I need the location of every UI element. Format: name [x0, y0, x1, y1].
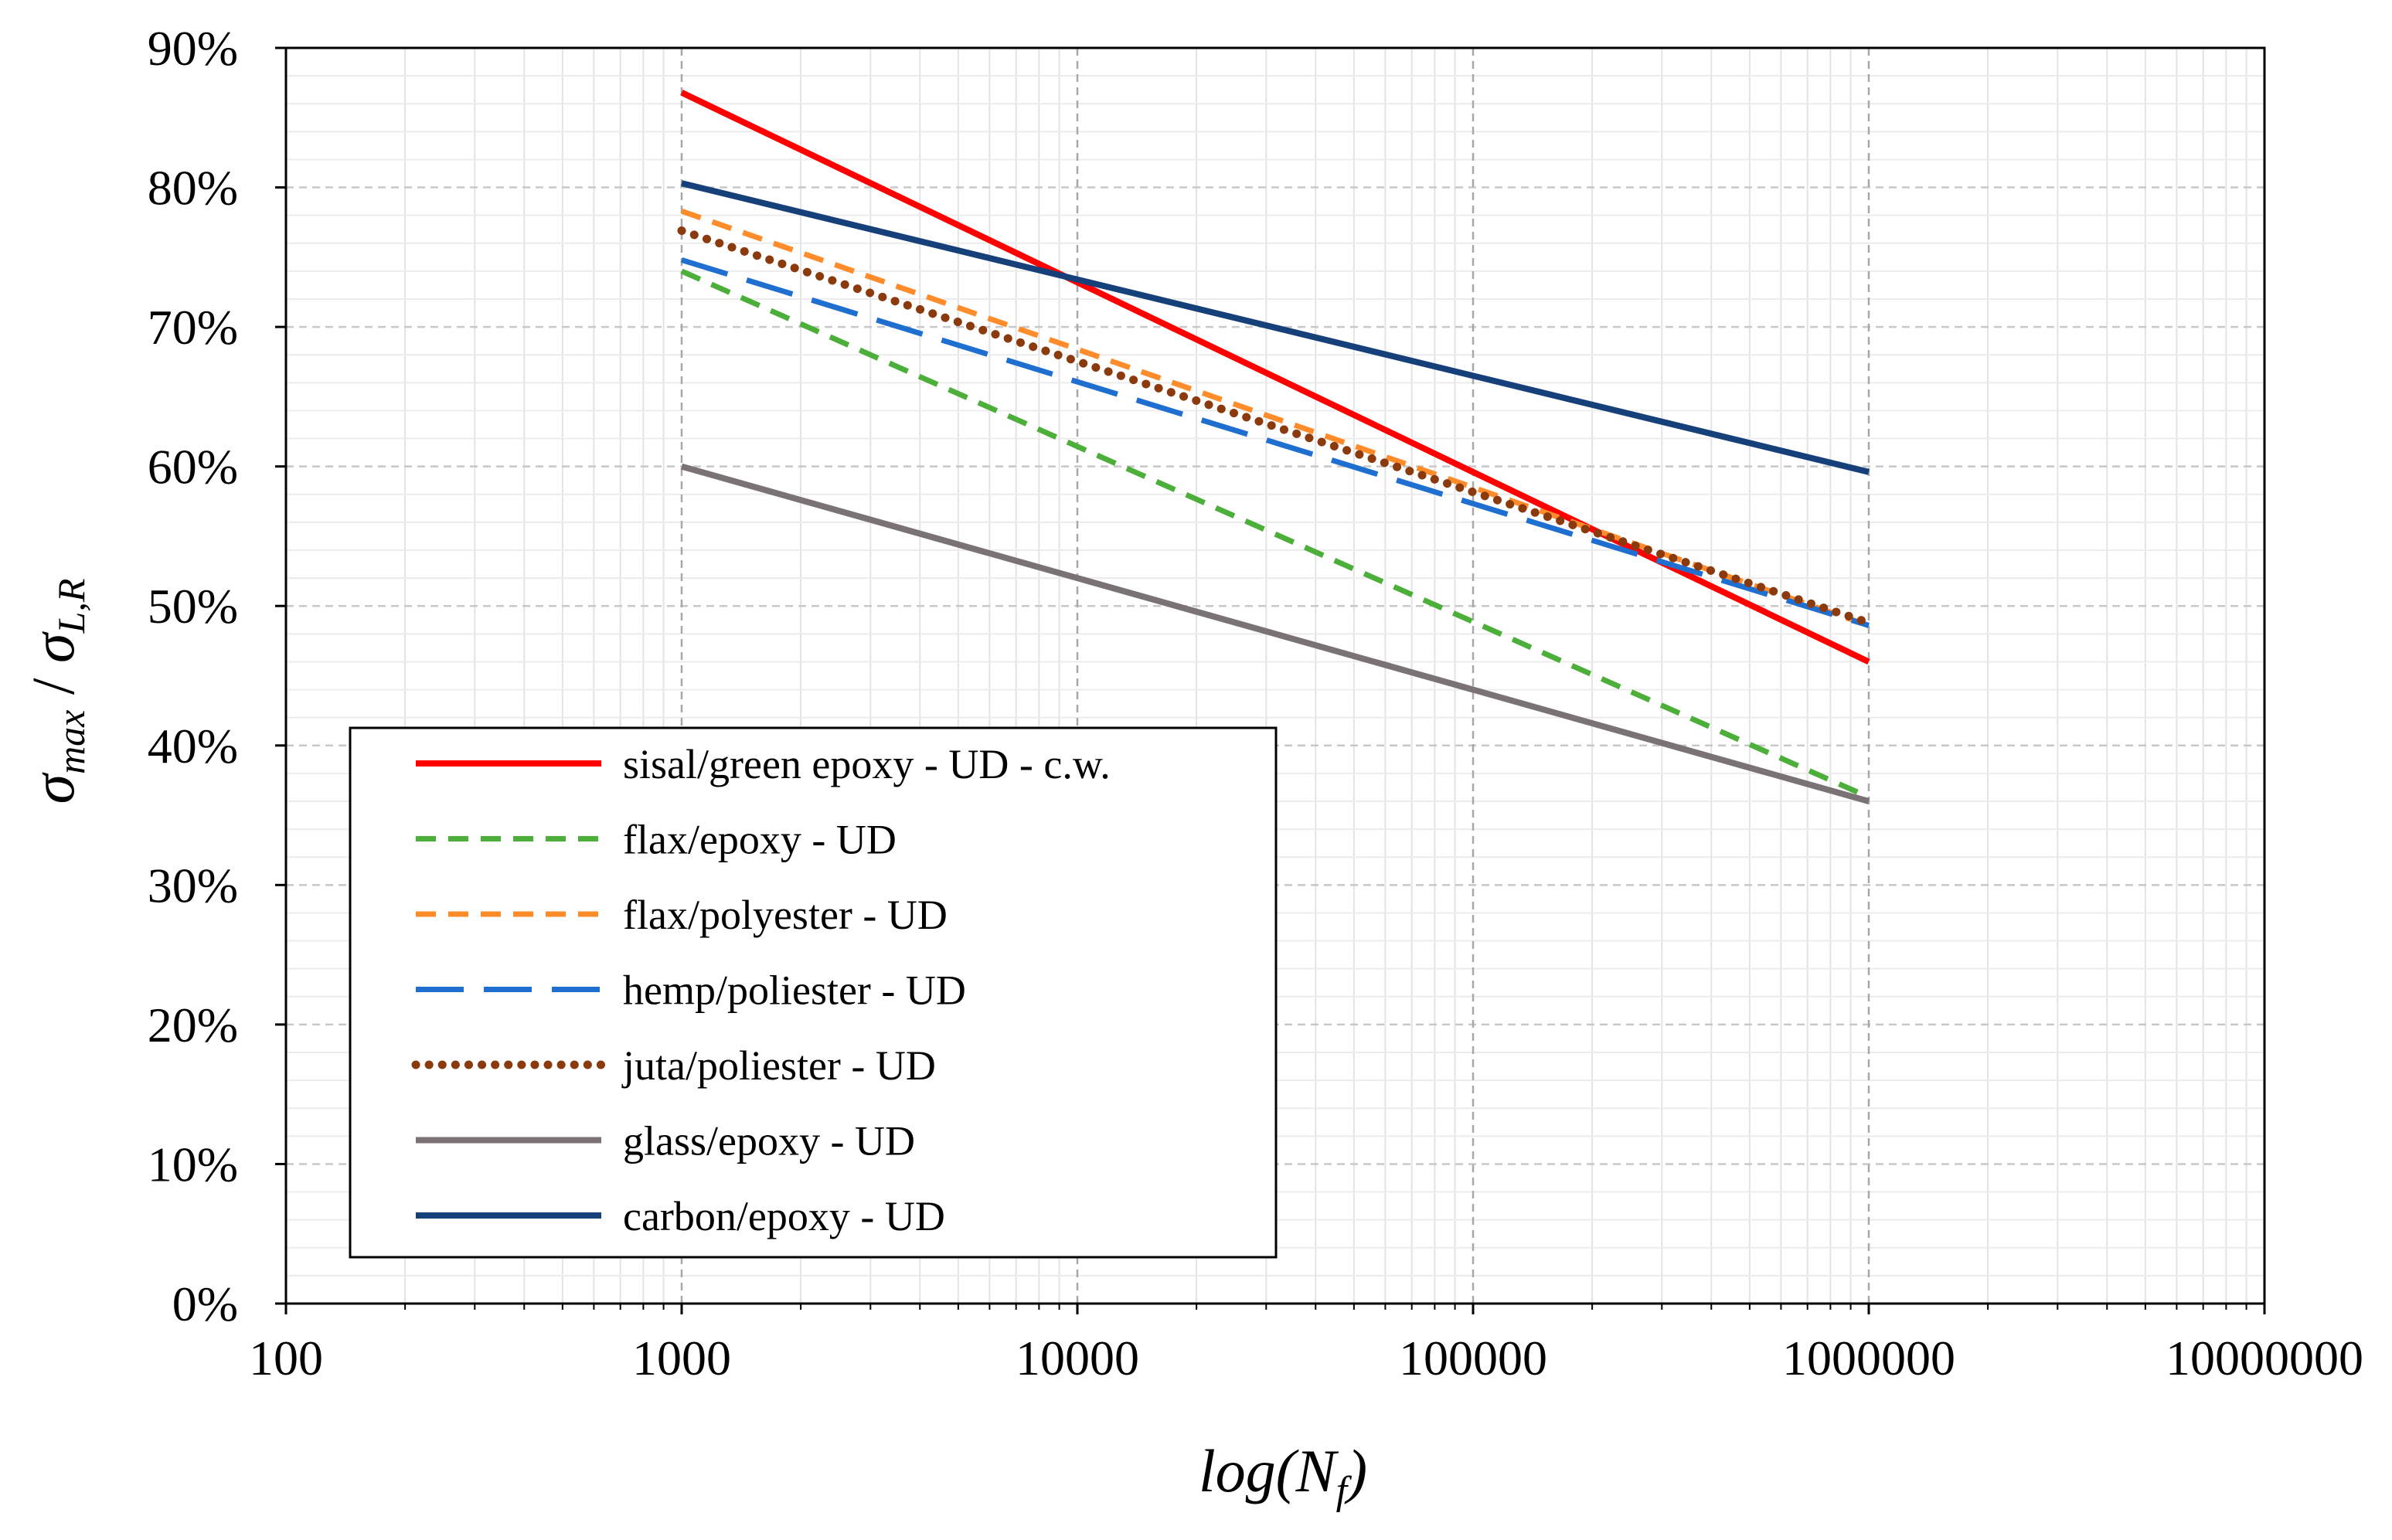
grid — [275, 46, 2266, 1314]
y-tick-label: 80% — [148, 161, 238, 216]
series-line — [680, 268, 1870, 800]
x-tick-label: 10000 — [1016, 1331, 1139, 1385]
plot-area-frame — [284, 46, 2266, 1305]
x-tick-label: 1000 — [632, 1331, 731, 1385]
legend: sisal/green epoxy - UD - c.w. flax/epoxy … — [349, 726, 1278, 1259]
y-tick-label: 70% — [148, 300, 238, 355]
series-layer — [677, 90, 1873, 804]
y-tick-label: 90% — [148, 21, 238, 76]
y-axis-title-numerator: σ — [19, 772, 87, 804]
y-axis-title: σmax / σL,R — [19, 579, 93, 804]
x-tick-label: 10000000 — [2166, 1331, 2363, 1385]
legend-box — [349, 726, 1278, 1259]
legend-label: juta/poliester - UD — [621, 1042, 936, 1089]
y-tick-label: 60% — [148, 440, 238, 495]
y-axis-title-denominator: σ — [19, 631, 87, 663]
series-line — [680, 463, 1870, 804]
legend-label: glass/epoxy - UD — [623, 1118, 915, 1164]
y-axis-title-numerator-sub: max — [49, 710, 93, 774]
y-tick-label: 50% — [148, 579, 238, 634]
y-tick-label: 0% — [172, 1277, 238, 1331]
series-line — [680, 257, 1870, 628]
series-line — [680, 90, 1870, 665]
legend-label: sisal/green epoxy - UD - c.w. — [623, 741, 1111, 787]
tick-labels: 100 1000 10000 100000 1000000 10000000 0% 10% 20… — [148, 21, 2363, 1385]
series-line — [677, 226, 1873, 627]
legend-label: flax/polyester - UD — [623, 892, 948, 938]
y-axis-title-separator: / — [19, 663, 87, 710]
y-tick-label: 10% — [148, 1137, 238, 1192]
legend-label: flax/epoxy - UD — [623, 817, 897, 863]
y-tick-label: 30% — [148, 858, 238, 913]
x-axis-title-main: log(N — [1199, 1437, 1339, 1504]
series-line — [680, 208, 1870, 628]
x-tick-label: 1000000 — [1782, 1331, 1955, 1385]
legend-label: carbon/epoxy - UD — [623, 1193, 945, 1239]
x-tick-label: 100 — [249, 1331, 323, 1385]
x-axis-title: log(Nf) — [1199, 1437, 1367, 1513]
legend-label: hemp/poliester - UD — [623, 967, 966, 1014]
y-tick-label: 20% — [148, 998, 238, 1052]
x-axis-title-close: ) — [1344, 1437, 1367, 1504]
x-tick-label: 100000 — [1399, 1331, 1547, 1385]
series-line — [681, 180, 1870, 475]
y-tick-label: 40% — [148, 719, 238, 773]
y-axis-title-denominator-sub: L,R — [49, 579, 93, 634]
